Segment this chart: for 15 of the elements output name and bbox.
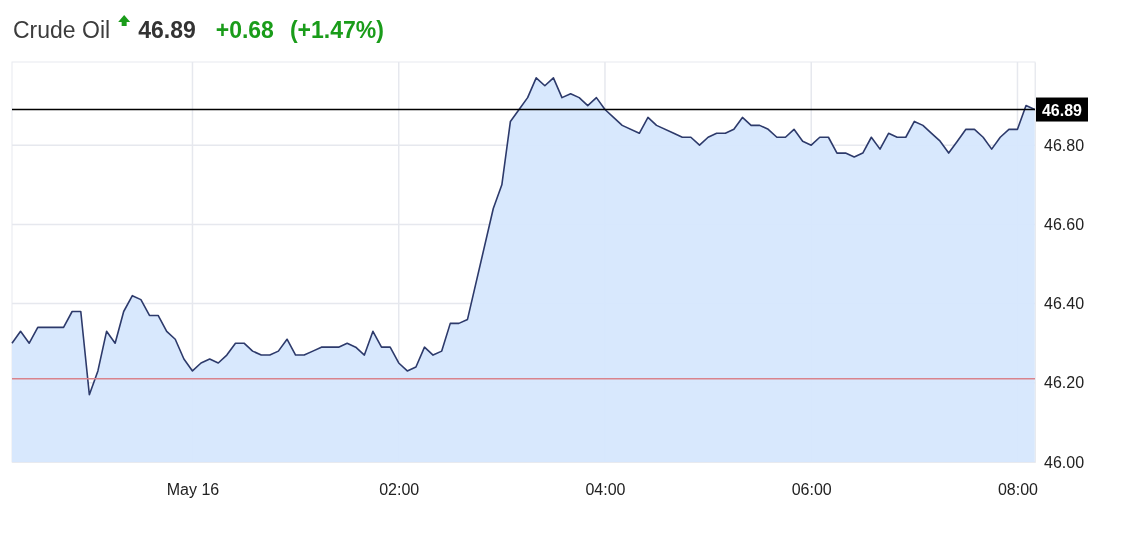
chart-title: Crude Oil xyxy=(13,17,111,43)
x-tick-label: May 16 xyxy=(166,481,220,499)
y-tick-label: 46.60 xyxy=(1044,216,1085,233)
y-tick-label: 46.00 xyxy=(1044,453,1085,471)
ref-line-label: 46.89 xyxy=(1041,101,1083,119)
x-tick-label: 06:00 xyxy=(791,481,832,499)
x-tick-label: 02:00 xyxy=(379,481,420,499)
y-tick-label: 46.80 xyxy=(1044,136,1085,154)
text: (+1.47%) xyxy=(289,17,384,43)
x-tick-label: 08:00 xyxy=(997,481,1039,499)
x-tick-label: 04:00 xyxy=(585,481,626,499)
y-tick-label: 46.20 xyxy=(1044,374,1085,392)
y-tick-label: 46.40 xyxy=(1044,295,1085,313)
text: +0.68 xyxy=(215,17,275,43)
text: 46.89 xyxy=(138,17,196,43)
